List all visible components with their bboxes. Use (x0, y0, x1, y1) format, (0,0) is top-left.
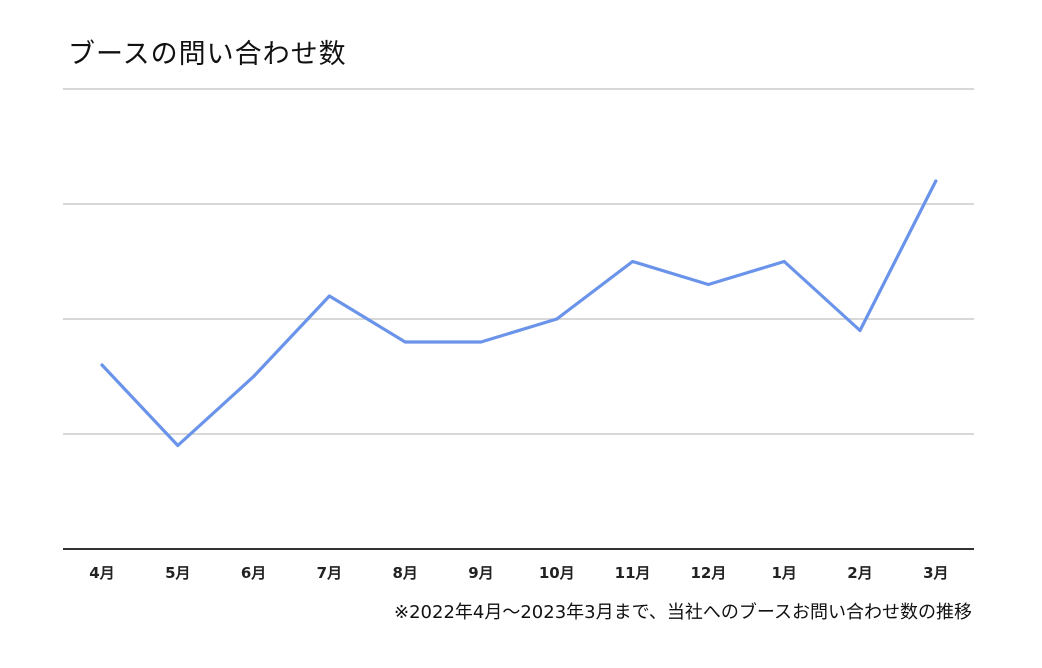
chart-title: ブースの問い合わせ数 (68, 39, 347, 70)
gridlines (63, 88, 974, 435)
x-tick-label: 9月 (468, 564, 493, 582)
x-tick-label: 3月 (923, 564, 948, 582)
x-tick-label: 10月 (539, 564, 575, 582)
x-tick-labels: 4月 5月 6月 7月 8月 9月 10月 11月 12月 1月 2月 3月 (89, 564, 948, 582)
x-tick-label: 8月 (392, 564, 417, 582)
data-point (252, 375, 256, 378)
data-point (479, 340, 483, 344)
data-point (555, 317, 559, 321)
x-tick-label: 11月 (615, 564, 651, 582)
x-tick-label: 6月 (241, 564, 266, 582)
data-point (100, 363, 104, 367)
data-point (631, 260, 635, 263)
x-tick-label: 5月 (165, 564, 190, 582)
data-point (176, 444, 180, 447)
x-tick-label: 7月 (317, 564, 342, 582)
data-point (782, 260, 786, 263)
x-tick-label: 12月 (690, 564, 726, 582)
data-point (403, 340, 407, 344)
data-point (858, 329, 862, 332)
footnote: ※2022年4月〜2023年3月まで、当社へのブースお問い合わせ数の推移 (394, 602, 972, 623)
series-layer (100, 179, 938, 448)
x-tick-label: 4月 (89, 564, 114, 582)
data-point (934, 179, 938, 183)
data-point (706, 283, 710, 286)
x-tick-label: 1月 (771, 564, 796, 582)
x-tick-label: 2月 (847, 564, 872, 582)
series-line (100, 179, 938, 448)
data-point (327, 294, 331, 298)
